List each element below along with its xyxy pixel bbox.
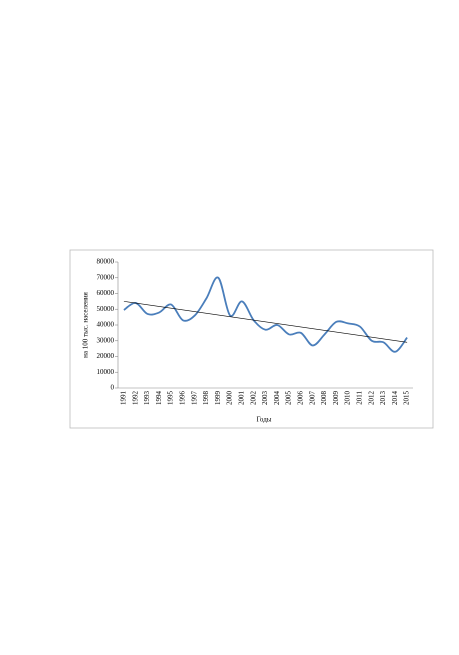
y-axis-label: на 100 тыс. населения — [82, 291, 90, 357]
x-tick-label: 2001 — [238, 391, 246, 406]
y-tick-label: 60000 — [97, 289, 115, 297]
data-line — [123, 276, 408, 353]
y-tick-label: 20000 — [97, 352, 115, 360]
x-axis-label: Годы — [257, 416, 272, 424]
y-tick-label: 30000 — [97, 336, 115, 344]
x-tick-label: 1997 — [190, 391, 198, 406]
x-tick-label: 2014 — [391, 391, 399, 406]
chart-frame — [69, 249, 434, 429]
x-tick-label: 2010 — [344, 391, 352, 406]
x-tick-label: 1992 — [131, 391, 139, 406]
x-tick-label: 2007 — [308, 391, 316, 406]
y-tick-label: 80000 — [97, 258, 115, 266]
x-tick-label: 2008 — [320, 391, 328, 406]
x-tick-label: 2006 — [297, 391, 305, 406]
x-tick-label: 2012 — [367, 391, 375, 406]
y-tick-label: 50000 — [97, 305, 115, 313]
x-tick-label: 2013 — [379, 391, 387, 406]
x-tick-label: 2003 — [261, 391, 269, 406]
x-tick-label: 1995 — [167, 391, 175, 406]
y-tick-label: 70000 — [97, 273, 115, 281]
x-tick-label: 2005 — [285, 391, 293, 406]
x-tick-label: 1993 — [143, 391, 151, 406]
x-tick-label: 1994 — [155, 391, 163, 406]
x-tick-label: 1999 — [214, 391, 222, 406]
x-tick-label: 2002 — [249, 391, 257, 406]
x-tick-label: 2004 — [273, 391, 281, 406]
trend-line — [123, 301, 408, 343]
x-tick-label: 2009 — [332, 391, 340, 406]
x-tick-label: 2000 — [226, 391, 234, 406]
y-tick-label: 10000 — [97, 368, 115, 376]
y-tick-label: 40000 — [97, 321, 115, 329]
x-tick-label: 1991 — [120, 391, 128, 406]
x-tick-label: 1998 — [202, 391, 210, 406]
x-tick-label: 1996 — [179, 391, 187, 406]
x-tick-label: 2011 — [356, 391, 364, 405]
y-tick-label: 0 — [111, 384, 115, 392]
x-tick-label: 2015 — [403, 391, 411, 406]
